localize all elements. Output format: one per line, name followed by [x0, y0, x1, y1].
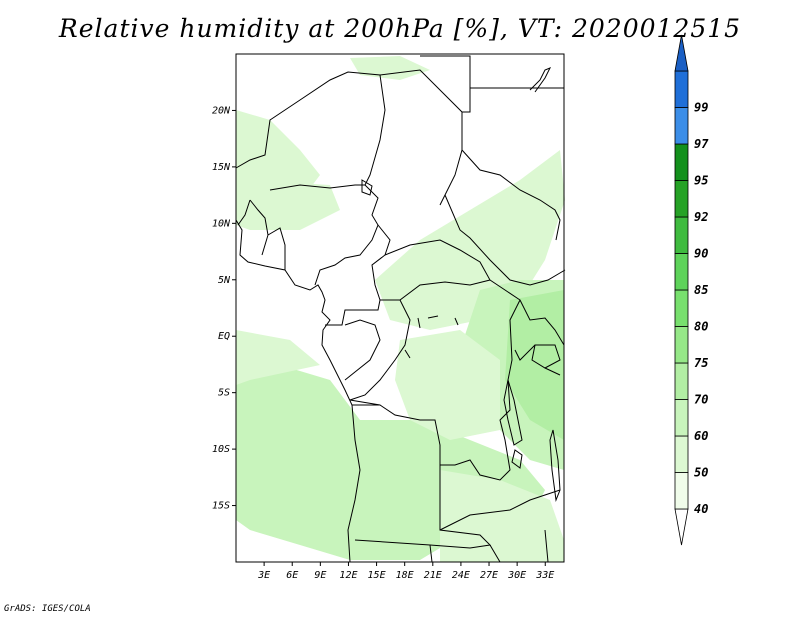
- lat-tick-label: 20N: [212, 105, 231, 116]
- border-niger-chad: [379, 69, 463, 206]
- lake-victoria: [531, 344, 561, 369]
- border-mali-niger: [235, 71, 386, 186]
- latitude-axis: 20N 15N 10N 5N EQ 5S 10S 15S: [212, 105, 236, 512]
- lon-tick-label: 21E: [424, 570, 442, 581]
- lon-tick-label: 3E: [257, 570, 270, 581]
- coastline-west-africa: [235, 219, 361, 563]
- lat-tick-label: 5S: [218, 388, 230, 399]
- colorbar-low-cap: [674, 508, 689, 546]
- colorbar: 40 50 60 70 75 80 85 90 92 95 97 99: [674, 34, 709, 546]
- colorbar-label: 40: [694, 502, 708, 516]
- colorbar-label: 50: [694, 466, 708, 480]
- colorbar-label: 80: [694, 320, 708, 334]
- lon-tick-label: 12E: [339, 570, 357, 581]
- colorbar-segment: [674, 399, 689, 437]
- border-east-africa: [514, 299, 565, 376]
- colorbar-segment: [674, 70, 689, 108]
- field-atlantic-light: [236, 330, 320, 385]
- colorbar-high-cap: [674, 34, 689, 72]
- lat-tick-label: 5N: [218, 275, 231, 286]
- field-east-dark: [505, 290, 564, 440]
- colorbar-label: 92: [694, 210, 708, 224]
- lon-tick-label: 30E: [507, 570, 526, 581]
- map-title: Relative humidity at 200hPa [%], VT: 202…: [58, 14, 742, 43]
- colorbar-label: 99: [694, 101, 708, 115]
- lat-tick-label: 15N: [212, 162, 231, 173]
- lat-tick-label: 10S: [212, 444, 230, 455]
- river-marks: [404, 315, 459, 359]
- credit-text: GrADS: IGES/COLA: [4, 604, 91, 614]
- lon-tick-label: 24E: [452, 570, 470, 581]
- border-libya: [420, 55, 471, 113]
- colorbar-label: 95: [694, 174, 708, 188]
- lake-mweru: [511, 449, 523, 469]
- colorbar-label: 70: [694, 393, 708, 407]
- lon-tick-label: 15E: [368, 570, 386, 581]
- colorbar-label: 90: [694, 247, 708, 261]
- lake-malawi: [549, 429, 561, 502]
- lat-tick-label: 10N: [212, 218, 231, 229]
- country-borders: [235, 55, 566, 563]
- field-west-coast: [236, 180, 340, 230]
- colorbar-segment: [674, 143, 689, 181]
- lat-tick-label: 15S: [212, 501, 230, 512]
- lake-tanganyika: [503, 379, 523, 446]
- lon-tick-label: 6E: [286, 570, 298, 581]
- colorbar-segment: [674, 180, 689, 218]
- colorbar-segment: [674, 435, 689, 473]
- colorbar-label: 85: [694, 283, 708, 297]
- field-top-north: [350, 56, 430, 80]
- map-frame: [235, 53, 565, 563]
- colorbar-segment: [674, 326, 689, 364]
- field-congo: [395, 330, 500, 440]
- lon-tick-label: 9E: [314, 570, 326, 581]
- border-sudan-south: [444, 194, 566, 286]
- border-south: [429, 529, 549, 563]
- border-nigeria: [269, 184, 379, 286]
- border-drc: [349, 279, 521, 481]
- colorbar-segment: [674, 253, 689, 291]
- lon-tick-label: 27E: [480, 570, 498, 581]
- colorbar-label: 60: [694, 429, 708, 443]
- border-west-interior: [237, 199, 286, 270]
- colorbar-segment: [674, 472, 689, 510]
- colorbar-label: 75: [694, 356, 708, 370]
- colorbar-label: 97: [694, 137, 709, 151]
- red-sea-coast: [529, 67, 552, 93]
- lake-chad: [361, 179, 373, 196]
- border-cameroon: [325, 224, 391, 326]
- border-sudan-east: [461, 149, 561, 241]
- lat-tick-label: EQ: [218, 331, 230, 342]
- border-congo: [344, 319, 381, 381]
- lon-tick-label: 33E: [535, 570, 554, 581]
- border-zambia: [439, 489, 561, 531]
- longitude-axis: 3E 6E 9E 12E 15E 18E 21E 24E 27E 30E 33E: [257, 562, 554, 581]
- colorbar-segment: [674, 289, 689, 327]
- field-south-east: [440, 470, 564, 562]
- colorbar-segment: [674, 216, 689, 254]
- colorbar-segment: [674, 362, 689, 400]
- lon-tick-label: 18E: [396, 570, 414, 581]
- colorbar-segment: [674, 107, 689, 145]
